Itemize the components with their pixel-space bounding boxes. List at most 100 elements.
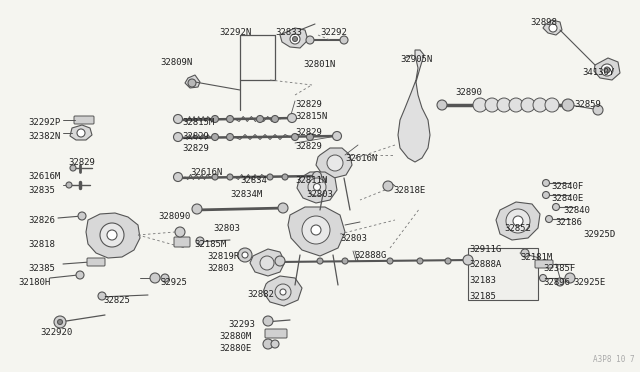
Text: 322920: 322920 <box>40 328 72 337</box>
Text: 32803: 32803 <box>340 234 367 243</box>
Circle shape <box>562 99 574 111</box>
Text: 32829: 32829 <box>182 144 209 153</box>
Text: 32911G: 32911G <box>469 245 501 254</box>
Circle shape <box>54 316 66 328</box>
Text: 32293: 32293 <box>228 320 255 329</box>
Text: 32825: 32825 <box>103 296 130 305</box>
Text: 32880M: 32880M <box>219 332 252 341</box>
Polygon shape <box>594 58 620 80</box>
Circle shape <box>543 180 550 186</box>
Text: 32898: 32898 <box>530 18 557 27</box>
Circle shape <box>506 209 530 233</box>
Circle shape <box>593 105 603 115</box>
Text: 32616N: 32616N <box>190 168 222 177</box>
Circle shape <box>540 275 547 282</box>
Circle shape <box>150 273 160 283</box>
Text: 32925E: 32925E <box>573 278 605 287</box>
Circle shape <box>196 237 204 245</box>
Circle shape <box>545 98 559 112</box>
Circle shape <box>306 36 314 44</box>
Text: 32181M: 32181M <box>520 253 552 262</box>
Circle shape <box>292 36 298 42</box>
Circle shape <box>280 289 286 295</box>
Text: 32890: 32890 <box>455 88 482 97</box>
Circle shape <box>549 24 557 32</box>
Circle shape <box>327 155 343 171</box>
Circle shape <box>342 258 348 264</box>
Text: 32835: 32835 <box>28 186 55 195</box>
Circle shape <box>552 203 559 211</box>
Circle shape <box>107 230 117 240</box>
Text: 32859: 32859 <box>574 100 601 109</box>
Polygon shape <box>263 276 302 306</box>
Circle shape <box>543 192 550 199</box>
Polygon shape <box>70 125 92 140</box>
Circle shape <box>263 339 273 349</box>
Circle shape <box>437 100 447 110</box>
Text: 32852: 32852 <box>504 224 531 233</box>
Circle shape <box>604 67 610 73</box>
Polygon shape <box>250 249 285 276</box>
Circle shape <box>173 132 182 141</box>
Polygon shape <box>288 207 345 256</box>
Circle shape <box>192 204 202 214</box>
Circle shape <box>175 227 185 237</box>
Circle shape <box>307 134 314 141</box>
Polygon shape <box>297 172 337 203</box>
FancyBboxPatch shape <box>535 260 553 268</box>
Circle shape <box>463 255 473 265</box>
Circle shape <box>278 203 288 213</box>
Text: 32829: 32829 <box>295 100 322 109</box>
Circle shape <box>308 178 326 196</box>
Circle shape <box>601 64 613 76</box>
Text: 32809N: 32809N <box>160 58 192 67</box>
Circle shape <box>263 316 273 326</box>
Circle shape <box>556 278 564 286</box>
FancyBboxPatch shape <box>468 248 538 300</box>
Text: 32292P: 32292P <box>28 118 60 127</box>
Polygon shape <box>316 148 352 178</box>
Circle shape <box>291 134 298 141</box>
Text: 32833: 32833 <box>275 28 302 37</box>
Circle shape <box>267 174 273 180</box>
Text: 32840E: 32840E <box>551 194 583 203</box>
Circle shape <box>76 271 84 279</box>
Circle shape <box>533 98 547 112</box>
FancyBboxPatch shape <box>87 258 105 266</box>
Text: 32382N: 32382N <box>28 132 60 141</box>
Circle shape <box>473 98 487 112</box>
Circle shape <box>545 215 552 222</box>
Circle shape <box>271 115 278 122</box>
Text: 32185M: 32185M <box>194 240 227 249</box>
Text: 32803: 32803 <box>213 224 240 233</box>
Text: 32888A: 32888A <box>469 260 501 269</box>
Text: 32292N: 32292N <box>219 28 252 37</box>
Circle shape <box>78 212 86 220</box>
Text: 32818: 32818 <box>28 240 55 249</box>
Text: 32815N: 32815N <box>295 112 327 121</box>
Text: 32826: 32826 <box>28 216 55 225</box>
Circle shape <box>417 258 423 264</box>
Text: 32834M: 32834M <box>230 190 262 199</box>
Circle shape <box>211 115 218 122</box>
Text: 32834: 32834 <box>240 176 267 185</box>
Text: 32896: 32896 <box>543 278 570 287</box>
Circle shape <box>509 98 523 112</box>
Text: 32815M: 32815M <box>182 118 214 127</box>
Circle shape <box>565 273 575 283</box>
Text: 32840: 32840 <box>563 206 590 215</box>
Circle shape <box>513 216 523 226</box>
Circle shape <box>211 134 218 141</box>
Text: 32183: 32183 <box>469 276 496 285</box>
Polygon shape <box>496 202 540 240</box>
Circle shape <box>282 174 288 180</box>
Circle shape <box>227 134 234 141</box>
Text: 32819R: 32819R <box>207 252 239 261</box>
Circle shape <box>227 115 234 122</box>
Text: 32292: 32292 <box>320 28 347 37</box>
Circle shape <box>257 115 264 122</box>
Circle shape <box>521 249 529 257</box>
Polygon shape <box>185 75 200 88</box>
Circle shape <box>161 274 169 282</box>
Text: 32385: 32385 <box>28 264 55 273</box>
